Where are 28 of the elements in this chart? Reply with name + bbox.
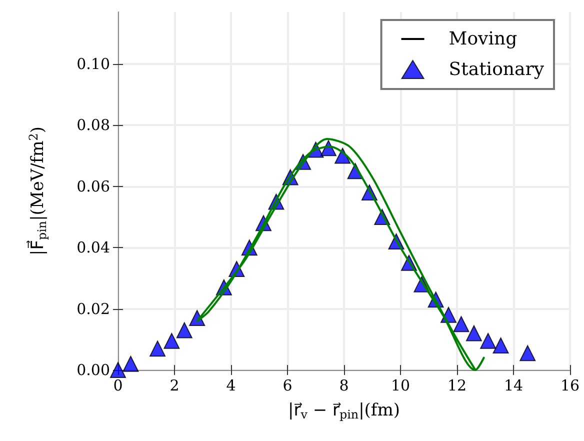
point	[122, 356, 139, 372]
point	[520, 345, 536, 362]
legend-label: Stationary	[448, 59, 545, 80]
point	[110, 362, 126, 378]
x-tick-label: 12	[447, 376, 467, 394]
y-axis-title: |F⃗pin|(MeV/fm2)	[26, 126, 49, 256]
point	[164, 332, 180, 349]
x-tick-label: 16	[560, 376, 580, 394]
legend-label: Moving	[448, 28, 518, 50]
y-tick-label: 0.02	[76, 300, 110, 318]
x-tick-label: 4	[226, 376, 236, 394]
x-tick-label: 2	[170, 376, 180, 394]
point	[453, 316, 470, 332]
point	[466, 325, 482, 342]
x-tick-label: 0	[113, 376, 123, 394]
point	[150, 340, 166, 357]
point	[492, 338, 509, 354]
x-tick-label: 14	[504, 376, 524, 394]
point	[480, 332, 496, 349]
point	[176, 322, 192, 338]
y-tick-label: 0.06	[76, 177, 110, 196]
y-tick-label: 0.10	[76, 55, 110, 74]
y-tick-label: 0.08	[76, 116, 110, 134]
y-tick-label: 0.00	[76, 361, 110, 379]
y-tick-label: 0.04	[76, 238, 110, 257]
x-tick-label: 8	[339, 376, 349, 394]
x-tick-label: 10	[390, 376, 410, 394]
x-tick-label: 6	[282, 376, 292, 394]
